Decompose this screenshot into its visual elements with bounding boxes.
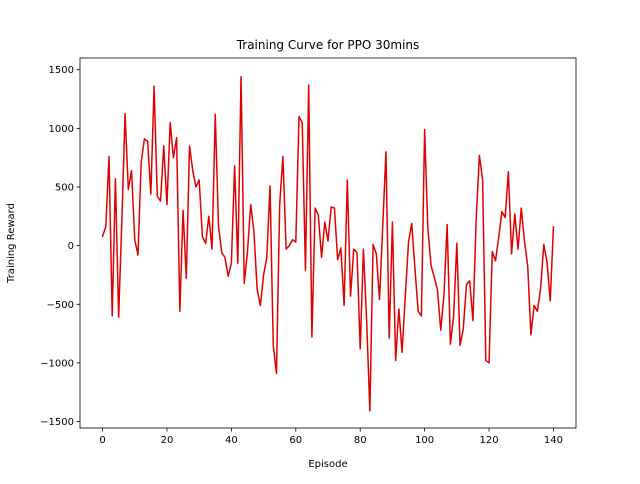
x-tick-label: 40	[225, 435, 238, 446]
plot-area: 0 20 40 60 80 100 120 140 −1500 −1000 −500 0 500 1000…	[40, 57, 577, 446]
y-tick-label: −1500	[40, 417, 74, 428]
x-tick-label: 20	[161, 435, 174, 446]
y-axis-label: Training Reward	[6, 203, 17, 284]
y-tick-label: 1000	[49, 124, 74, 135]
x-tick-label: 140	[544, 435, 563, 446]
y-tick-label: 1500	[49, 65, 74, 76]
y-tick-label: −1000	[40, 358, 74, 369]
chart-title: Training Curve for PPO 30mins	[236, 38, 420, 52]
x-tick-label: 0	[99, 435, 105, 446]
series-line-0	[101, 76, 555, 412]
x-tick-label: 60	[289, 435, 302, 446]
x-axis-label: Episode	[308, 459, 347, 470]
axes-frame	[79, 57, 577, 429]
y-tick-label: −500	[47, 300, 74, 311]
x-tick-label: 80	[354, 435, 367, 446]
y-tick-label: 0	[68, 241, 74, 252]
x-tick-label: 100	[415, 435, 434, 446]
y-tick-label: 500	[55, 183, 74, 194]
x-tick-label: 120	[479, 435, 498, 446]
